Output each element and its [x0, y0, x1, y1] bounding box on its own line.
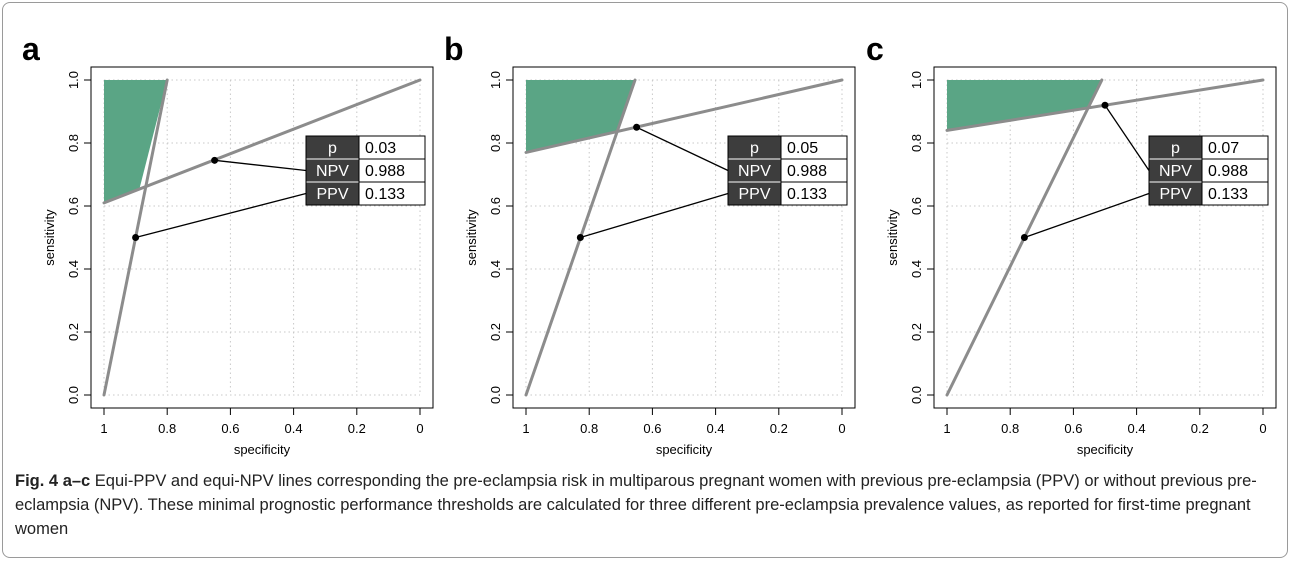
x-axis-label: specificity	[656, 442, 713, 457]
y-tick-label: 0.8	[909, 134, 924, 152]
ppv-connector	[580, 192, 729, 239]
panel-label-a: a	[22, 31, 40, 67]
x-axis-label: specificity	[234, 442, 291, 457]
table-label-ppv: PPV	[1159, 186, 1191, 203]
y-tick-label: 1.0	[66, 71, 81, 89]
panel-label-b: b	[444, 31, 464, 67]
x-tick-label: 0	[416, 421, 423, 436]
npv-point	[633, 123, 641, 131]
table-value-ppv: 0.133	[365, 186, 405, 203]
plot-frame	[933, 66, 1277, 409]
equi-npv-line	[102, 78, 422, 205]
y-tick-label: 0.0	[66, 386, 81, 404]
x-tick-label: 0.8	[580, 421, 598, 436]
y-tick-label: 0.4	[909, 260, 924, 278]
table-value-ppv: 0.133	[787, 186, 827, 203]
table-value-p: 0.07	[1208, 140, 1239, 157]
y-tick-label: 0.2	[909, 323, 924, 341]
x-tick-label: 1	[100, 421, 107, 436]
table-value-p: 0.03	[365, 140, 396, 157]
table-label-npv: NPV	[1159, 163, 1192, 180]
x-tick-label: 0.4	[1128, 421, 1146, 436]
table-value-npv: 0.988	[787, 163, 827, 180]
x-axis-label: specificity	[1077, 442, 1134, 457]
y-tick-label: 0.2	[488, 323, 503, 341]
figure-caption: Fig. 4 a–c Equi-PPV and equi-NPV lines c…	[15, 469, 1277, 541]
y-tick-label: 0.6	[488, 197, 503, 215]
x-tick-label: 0.2	[770, 421, 788, 436]
x-tick-label: 0.2	[1191, 421, 1209, 436]
npv-connector	[636, 126, 729, 172]
npv-point	[1101, 101, 1109, 109]
y-tick-label: 0.0	[488, 386, 503, 404]
shaded-region	[947, 80, 1102, 131]
shaded-region	[104, 80, 168, 203]
table-label-ppv: PPV	[316, 186, 348, 203]
y-tick-label: 0.8	[66, 134, 81, 152]
plot-frame	[90, 66, 434, 409]
caption-panel-range: a–c	[62, 472, 91, 490]
x-tick-label: 0.6	[643, 421, 661, 436]
npv-point	[211, 156, 219, 164]
panel-a: a 1 0.8 0.6 0.4 0.2 0 0.0 0.2 0.4 0.6 0.8 1.0 specifi…	[22, 31, 434, 457]
x-tick-label: 0	[1259, 421, 1266, 436]
x-tick-label: 0.4	[707, 421, 725, 436]
equi-npv-line	[524, 78, 844, 154]
y-axis-label: sensitivity	[885, 209, 900, 266]
ppv-point	[132, 234, 140, 241]
x-tick-label: 0.6	[221, 421, 239, 436]
x-tick-label: 0.6	[1064, 421, 1082, 436]
table-label-ppv: PPV	[738, 186, 770, 203]
panel-label-c: c	[866, 31, 884, 67]
x-tick-label: 0.8	[158, 421, 176, 436]
table-outline	[1148, 135, 1269, 206]
y-tick-label: 0.6	[909, 197, 924, 215]
plot-frame	[512, 66, 856, 409]
table-label-npv: NPV	[738, 163, 771, 180]
y-axis-label: sensitivity	[464, 209, 479, 266]
panel-c: c 1 0.8 0.6 0.4 0.2 0 0.0 0.2 0.4 0.6 0.8 1.0 specifi…	[866, 31, 1277, 457]
table-value-npv: 0.988	[1208, 163, 1248, 180]
table-value-p: 0.05	[787, 140, 818, 157]
x-tick-label: 0.2	[348, 421, 366, 436]
y-tick-label: 1.0	[488, 71, 503, 89]
y-tick-label: 0.4	[66, 260, 81, 278]
table-value-npv: 0.988	[365, 163, 405, 180]
shaded-region	[526, 80, 636, 153]
x-tick-label: 1	[522, 421, 529, 436]
table-label-p: p	[750, 140, 759, 157]
figure-panels: a 1 0.8 0.6 0.4 0.2 0 0.0 0.2 0.4 0.6 0.8 1.0 specifi…	[22, 31, 1277, 457]
npv-connector	[214, 159, 307, 172]
x-tick-label: 1	[943, 421, 950, 436]
table-outline	[727, 135, 848, 206]
ppv-connector	[135, 192, 307, 239]
x-tick-label: 0.8	[1001, 421, 1019, 436]
table-value-ppv: 0.133	[1208, 186, 1248, 203]
y-tick-label: 0.2	[66, 323, 81, 341]
x-tick-label: 0	[838, 421, 845, 436]
y-tick-label: 0.0	[909, 386, 924, 404]
x-tick-label: 0.4	[285, 421, 303, 436]
table-outline	[305, 135, 426, 206]
y-tick-label: 0.8	[488, 134, 503, 152]
y-axis-label: sensitivity	[42, 209, 57, 266]
table-label-npv: NPV	[316, 163, 349, 180]
panel-b: b 1 0.8 0.6 0.4 0.2 0 0.0 0.2 0.4 0.6 0.8 1.0 specifi…	[444, 31, 856, 457]
npv-connector	[1104, 104, 1150, 171]
ppv-point	[1020, 234, 1028, 241]
table-label-p: p	[1171, 140, 1180, 157]
y-tick-label: 0.4	[488, 260, 503, 278]
table-label-p: p	[328, 140, 337, 157]
ppv-connector	[1024, 192, 1150, 239]
y-tick-label: 0.6	[66, 197, 81, 215]
caption-text: Equi-PPV and equi-NPV lines correspondin…	[15, 472, 1257, 538]
caption-fig-label: Fig. 4	[15, 472, 59, 490]
y-tick-label: 1.0	[909, 71, 924, 89]
ppv-point	[576, 234, 584, 241]
